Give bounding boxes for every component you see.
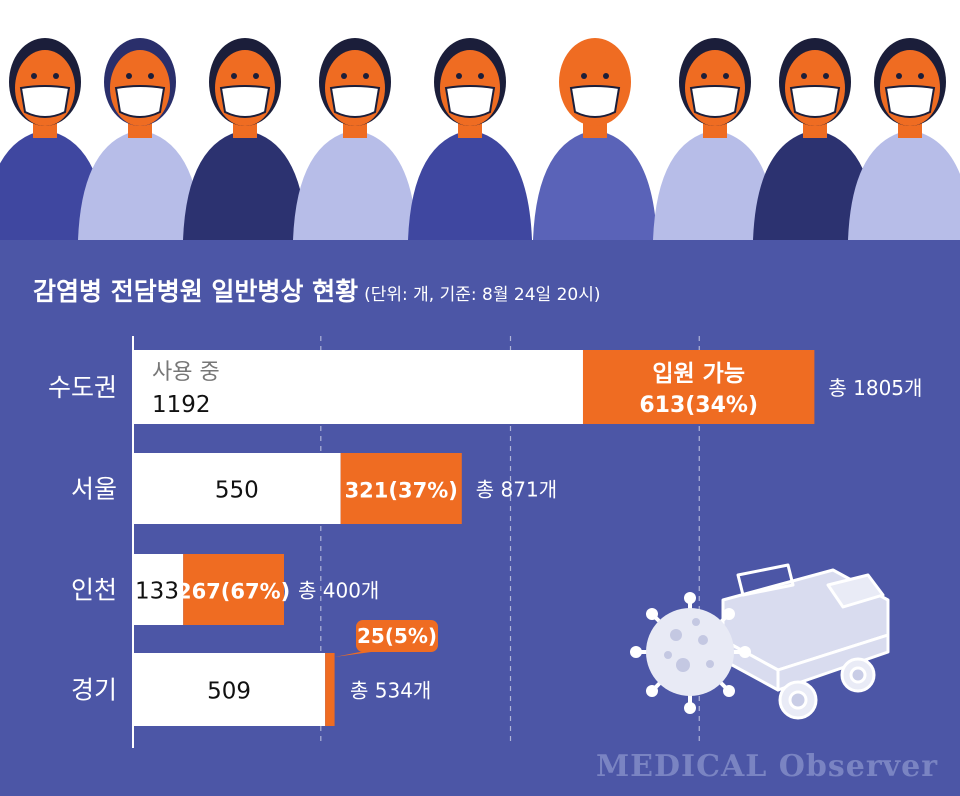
banner-shape (823, 73, 829, 79)
available-value-label: 267(67%) (177, 580, 290, 604)
banner-shape (848, 130, 960, 240)
banner-shape (19, 85, 71, 118)
banner-shape (603, 73, 609, 79)
masked-person (753, 38, 877, 240)
used-bar (133, 554, 184, 625)
banner-shape (918, 73, 924, 79)
banner-shape (723, 73, 729, 79)
banner-shape (253, 73, 259, 79)
available-bar (325, 653, 335, 726)
banner-shape (653, 130, 777, 240)
banner-shape (801, 73, 807, 79)
available-series-label: 입원 가능 (652, 361, 745, 387)
used-value-label: 509 (207, 679, 251, 705)
banner-shape (148, 73, 154, 79)
used-value-label: 550 (215, 478, 259, 504)
masked-person (533, 38, 657, 240)
banner-shape (569, 85, 621, 118)
hospital-bed-icon (721, 563, 890, 720)
masked-people-banner (0, 0, 960, 240)
banner-shape (126, 73, 132, 79)
used-bar (133, 653, 326, 726)
banner-shape (231, 73, 237, 79)
masked-person (408, 38, 532, 240)
available-value-label: 613(34%) (639, 393, 758, 418)
used-series-label: 사용 중 (152, 360, 220, 385)
banner-shape (753, 130, 877, 240)
available-bar (183, 554, 284, 625)
available-bar (582, 350, 815, 424)
virus-icon (630, 592, 751, 714)
masked-person (293, 38, 417, 240)
chart-heading: 감염병 전담병원 일반병상 현황 (단위: 개, 기준: 8월 24일 20시) (33, 272, 600, 308)
virus-and-bed-illustration (630, 563, 890, 720)
banner-shape (884, 85, 936, 118)
banner-shape (689, 85, 741, 118)
banner-shape (293, 130, 417, 240)
banner-shape (31, 73, 37, 79)
masked-person (78, 38, 202, 240)
total-label: 총 534개 (350, 679, 431, 703)
used-value-label: 1192 (152, 392, 211, 418)
banner-shape (581, 73, 587, 79)
used-bar (133, 453, 341, 524)
banner-shape (0, 130, 107, 240)
category-label: 인천 (71, 576, 117, 605)
masked-person (0, 38, 107, 240)
banner-shape (896, 73, 902, 79)
used-bar (133, 350, 583, 424)
banner-shape (183, 130, 307, 240)
callout-box (356, 620, 438, 652)
banner-shape (363, 73, 369, 79)
banner-shape (341, 73, 347, 79)
available-bar (340, 453, 462, 524)
total-label: 총 871개 (476, 478, 557, 502)
banner-shape (444, 85, 496, 118)
banner-shape (533, 130, 657, 240)
category-label: 경기 (71, 676, 117, 705)
banner-shape (114, 85, 166, 118)
masked-person (848, 38, 960, 240)
watermark: MEDICAL Observer (595, 749, 938, 784)
banner-shape (78, 130, 202, 240)
total-label: 총 400개 (298, 579, 379, 603)
chart-subtitle: (단위: 개, 기준: 8월 24일 20시) (364, 285, 601, 305)
banner-shape (408, 130, 532, 240)
used-value-label: 133 (135, 579, 179, 605)
masked-person (183, 38, 307, 240)
banner-shape (701, 73, 707, 79)
available-value-label: 25(5%) (357, 624, 437, 648)
banner-shape (478, 73, 484, 79)
total-label: 총 1805개 (828, 376, 922, 400)
masked-people-illustration (0, 38, 960, 240)
banner-shape (789, 85, 841, 118)
masked-person (653, 38, 777, 240)
category-label: 서울 (71, 475, 117, 504)
banner-shape (329, 85, 381, 118)
available-value-label: 321(37%) (345, 479, 458, 503)
category-label: 수도권 (48, 373, 117, 402)
chart-title: 감염병 전담병원 일반병상 현황 (33, 277, 359, 306)
banner-shape (456, 73, 462, 79)
banner-shape (219, 85, 271, 118)
banner-shape (53, 73, 59, 79)
